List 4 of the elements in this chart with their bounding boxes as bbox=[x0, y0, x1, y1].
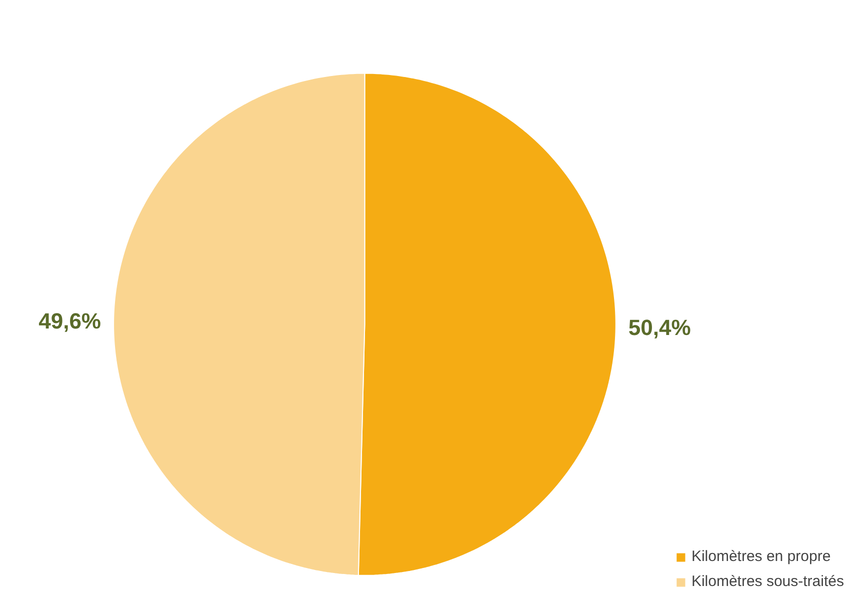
legend-label: Kilomètres sous-traités bbox=[691, 573, 844, 590]
data-label: 50,4% bbox=[628, 315, 691, 340]
data-label: 49,6% bbox=[38, 308, 101, 334]
legend-label: Kilomètres en propre bbox=[691, 548, 831, 565]
